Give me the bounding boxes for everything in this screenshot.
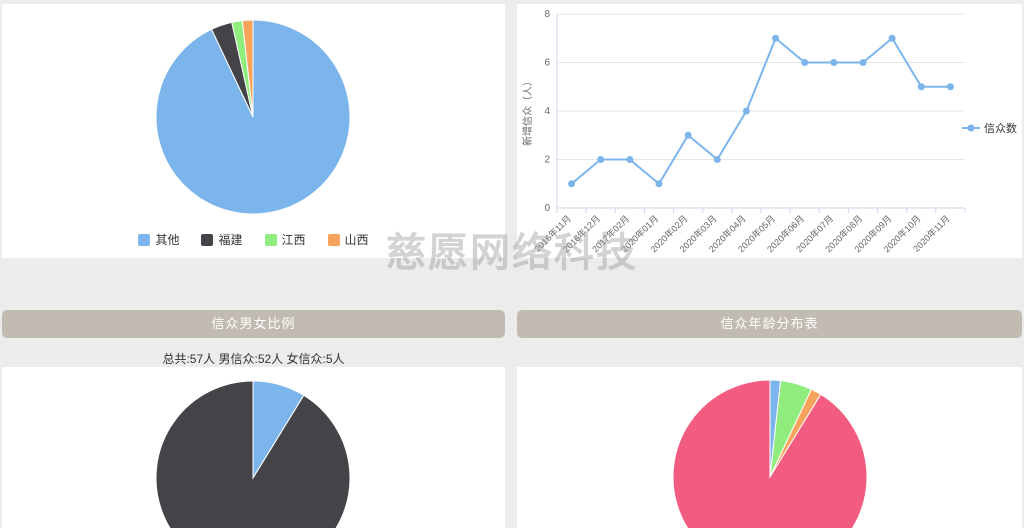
age-section-title: 信众年龄分布表 [720,316,819,331]
svg-text:6: 6 [544,58,550,69]
legend-swatch-icon [327,233,340,246]
new-believers-line-chart[interactable]: 024682016年11月2016年12月2017年02月2020年01月202… [517,4,1022,258]
gender-section-title: 信众男女比例 [211,316,296,331]
age-pie-panel [517,367,1022,528]
region-pie-panel: 其他 福建 江西 山西 [2,4,505,258]
line-legend-label: 信众数 [984,123,1017,135]
legend-swatch-icon [138,233,151,246]
region-pie-chart[interactable] [2,4,505,228]
line-chart-legend-item[interactable]: 信众数 [962,120,1017,136]
svg-text:4: 4 [544,106,550,117]
legend-item-江西[interactable]: 江西 [264,231,306,248]
legend-item-label: 山西 [344,233,369,247]
gender-pie-chart[interactable] [2,367,505,528]
age-section-titlebar: 信众年龄分布表 [517,310,1022,338]
line-series-marker-icon [962,124,980,132]
legend-item-山西[interactable]: 山西 [327,231,369,248]
gender-section-titlebar: 信众男女比例 [2,310,505,338]
legend-item-label: 其他 [155,233,180,247]
age-pie-chart[interactable] [517,367,1022,528]
line-chart-panel: 0 2 4 6 8 2016年11月 2016年12月 2017年02月 2020年01月 202… [517,4,1022,258]
svg-text:新增信众（人）: 新增信众（人） [521,76,534,146]
gender-stats-text: 总共:57人 男信众:52人 女信众:5人 [162,352,345,366]
legend-swatch-icon [201,233,214,246]
region-pie-legend: 其他 福建 江西 山西 [2,231,505,248]
svg-text:8: 8 [544,9,550,20]
legend-item-label: 福建 [218,233,243,247]
svg-text:2: 2 [544,155,550,166]
legend-item-福建[interactable]: 福建 [201,231,243,248]
legend-swatch-icon [264,233,277,246]
legend-item-其他[interactable]: 其他 [138,231,179,248]
legend-item-label: 江西 [281,233,306,247]
gender-pie-panel [2,367,505,528]
svg-text:0: 0 [544,203,550,214]
